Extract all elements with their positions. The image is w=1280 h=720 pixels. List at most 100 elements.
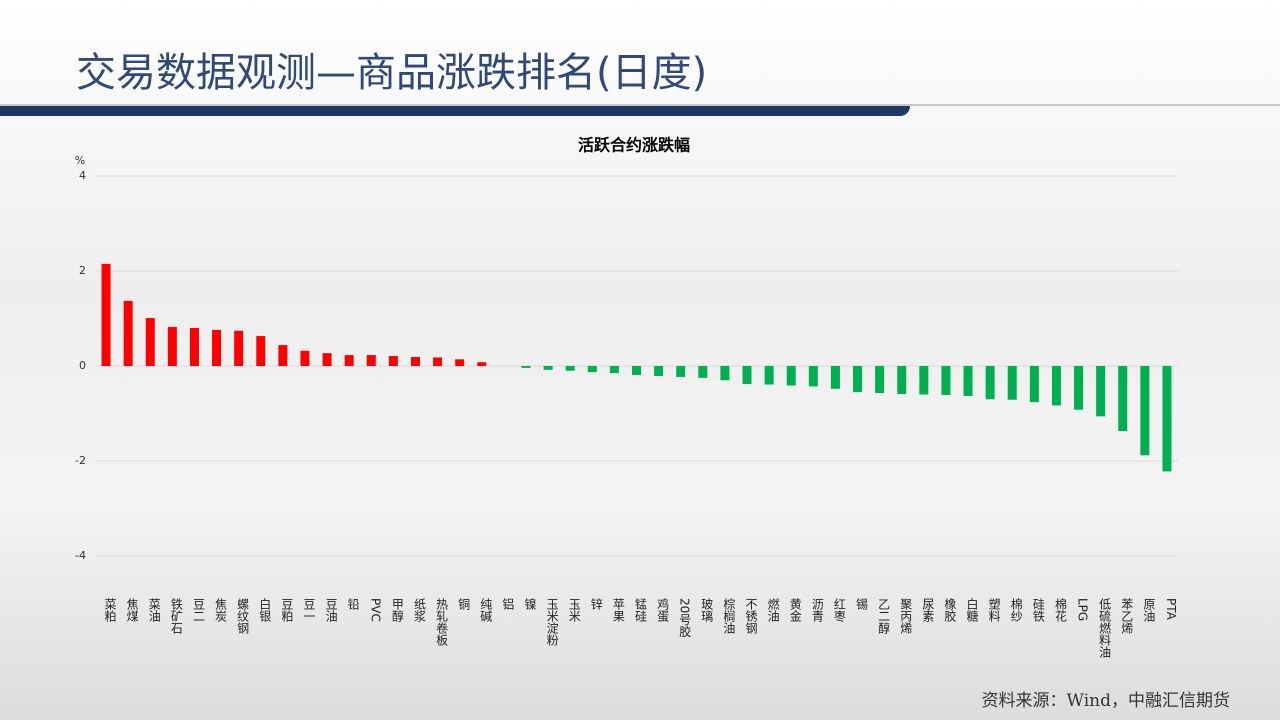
x-tick-label: 热轧卷板 xyxy=(434,598,449,646)
x-tick-label: 焦炭 xyxy=(213,598,228,622)
bar xyxy=(698,366,708,378)
bar xyxy=(565,366,575,371)
bar xyxy=(300,350,310,366)
x-tick-label: 棕榈油 xyxy=(721,598,736,634)
x-tick-label: 塑料 xyxy=(987,598,1002,622)
bar xyxy=(521,366,531,368)
x-tick-label: 苯乙烯 xyxy=(1119,598,1134,634)
bar xyxy=(632,366,641,376)
bar xyxy=(919,366,929,395)
x-tick-label: 鸡蛋 xyxy=(655,598,670,622)
x-tick-label: 黄金 xyxy=(788,598,803,622)
x-tick-label: 锰硅 xyxy=(633,598,648,622)
x-tick-label: 不锈钢 xyxy=(744,598,758,634)
x-tick-label: 铝 xyxy=(500,598,515,610)
x-tick-label: 铅 xyxy=(346,598,361,610)
bar xyxy=(322,353,332,366)
bar xyxy=(455,359,465,366)
bar xyxy=(764,366,774,385)
bar xyxy=(963,366,973,396)
bar xyxy=(344,355,354,366)
bar xyxy=(366,355,376,366)
x-tick-label: 橡胶 xyxy=(942,598,957,622)
bar xyxy=(654,366,664,376)
header-line xyxy=(0,104,1280,106)
y-tick-label: -2 xyxy=(75,454,86,467)
y-tick-label: 0 xyxy=(79,359,86,372)
x-tick-label: 菜粕 xyxy=(103,598,118,622)
bar xyxy=(167,327,177,366)
x-tick-label: 棉花 xyxy=(1053,598,1068,622)
x-tick-label: 豆粕 xyxy=(279,598,294,622)
y-tick-label: 4 xyxy=(79,169,86,182)
bar xyxy=(477,362,487,366)
bar xyxy=(145,318,155,366)
bar xyxy=(433,357,443,366)
bar xyxy=(1118,366,1128,432)
bar xyxy=(897,366,907,395)
x-tick-label: 20号胶 xyxy=(677,598,692,638)
x-tick-label: 镍 xyxy=(522,598,537,610)
chart-title: 活跃合约涨跌幅 xyxy=(578,136,690,155)
bar xyxy=(1140,366,1150,456)
bar xyxy=(786,366,796,386)
bar xyxy=(1007,366,1017,400)
bar xyxy=(985,366,995,400)
bar xyxy=(941,366,951,395)
x-tick-label: 豆油 xyxy=(324,598,339,622)
bar xyxy=(543,366,553,370)
x-tick-label: 红枣 xyxy=(832,598,847,622)
x-tick-label: 锡 xyxy=(854,598,869,610)
x-tick-label: 锌 xyxy=(589,598,604,610)
y-axis-label: % xyxy=(75,154,85,167)
bar xyxy=(1096,366,1106,417)
x-tick-label: 棉纱 xyxy=(1009,598,1024,622)
x-tick-label: PVC xyxy=(368,598,383,622)
x-tick-label: 燃油 xyxy=(766,598,781,622)
bar xyxy=(720,366,730,381)
bar xyxy=(853,366,863,393)
y-tick-label: -4 xyxy=(75,549,86,562)
bar xyxy=(875,366,885,394)
x-tick-label: 螺纹钢 xyxy=(235,598,250,634)
bar xyxy=(587,366,597,373)
y-tick-label: 2 xyxy=(79,264,86,277)
x-tick-label: 原油 xyxy=(1141,598,1156,622)
x-tick-label: LPG xyxy=(1075,598,1090,622)
bar xyxy=(189,328,199,366)
bar xyxy=(101,263,111,366)
bar xyxy=(212,329,222,366)
bar xyxy=(256,336,266,366)
x-tick-label: 甲醇 xyxy=(390,598,405,622)
bar xyxy=(609,366,619,374)
x-tick-label: 白银 xyxy=(257,598,272,622)
x-tick-label: 乙二醇 xyxy=(876,598,891,634)
bar xyxy=(742,366,752,385)
header-bar xyxy=(0,106,910,116)
x-tick-label: 沥青 xyxy=(810,598,825,622)
x-tick-label: 玻璃 xyxy=(699,598,714,622)
x-tick-label: PTA xyxy=(1163,598,1178,620)
x-tick-label: 菜油 xyxy=(147,598,162,622)
x-tick-label: 苹果 xyxy=(611,598,626,622)
bar xyxy=(123,300,133,366)
x-tick-label: 玉米 xyxy=(567,598,582,622)
bar xyxy=(830,366,840,389)
bar xyxy=(1051,366,1061,406)
bar xyxy=(1162,366,1172,472)
x-tick-label: 铁矿石 xyxy=(169,598,184,634)
x-tick-label: 豆二 xyxy=(191,598,206,622)
x-tick-label: 玉米淀粉 xyxy=(545,598,560,646)
x-tick-label: 聚丙烯 xyxy=(898,598,913,634)
bar xyxy=(1029,366,1039,403)
bar xyxy=(234,330,244,366)
bar xyxy=(278,345,288,366)
x-tick-label: 焦煤 xyxy=(125,598,140,622)
x-tick-label: 铜 xyxy=(456,598,471,610)
source-note: 资料来源：Wind，中融汇信期货 xyxy=(981,691,1230,711)
bar xyxy=(676,366,686,377)
x-tick-label: 低硫燃料油 xyxy=(1097,598,1112,658)
x-tick-label: 豆一 xyxy=(301,598,316,622)
